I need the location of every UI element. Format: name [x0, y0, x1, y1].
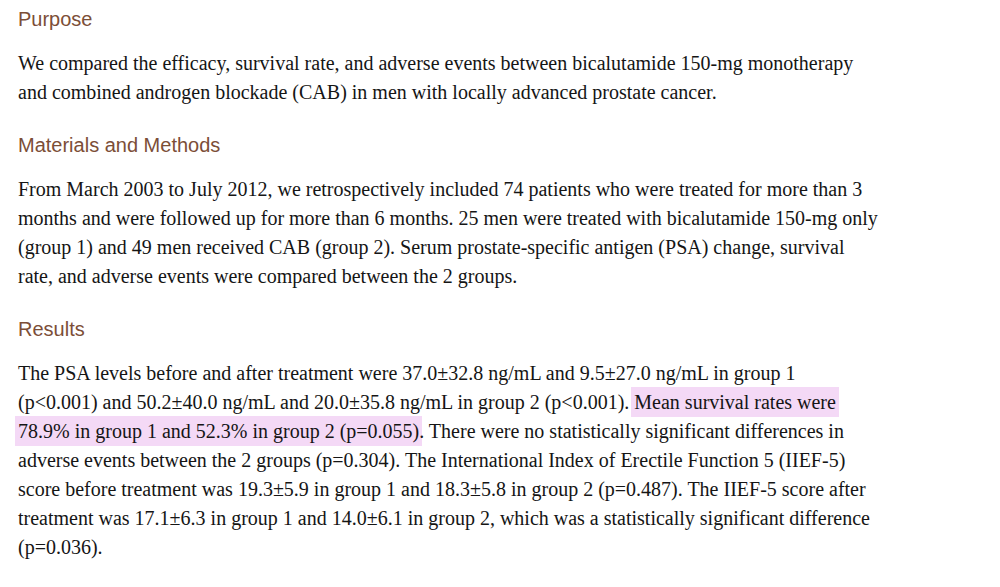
- section-materials-and-methods: Materials and Methods From March 2003 to…: [18, 134, 980, 291]
- text-line: From March 2003 to July 2012, we retrosp…: [18, 175, 980, 204]
- highlighted-text: Mean survival rates were: [631, 387, 839, 417]
- text-line: and combined androgen blockade (CAB) in …: [18, 78, 980, 107]
- text-segment: (p=0.036).: [18, 536, 103, 558]
- results-paragraph: The PSA levels before and after treatmen…: [18, 359, 980, 562]
- section-purpose: Purpose We compared the efficacy, surviv…: [18, 8, 980, 107]
- text-line: The PSA levels before and after treatmen…: [18, 359, 980, 388]
- text-line: adverse events between the 2 groups (p=0…: [18, 446, 980, 475]
- section-heading-results: Results: [18, 318, 980, 341]
- text-segment: (group 1) and 49 men received CAB (group…: [18, 236, 844, 258]
- text-line: months and were followed up for more tha…: [18, 204, 980, 233]
- text-line: rate, and adverse events were compared b…: [18, 262, 980, 291]
- text-line: We compared the efficacy, survival rate,…: [18, 49, 980, 78]
- text-line: (group 1) and 49 men received CAB (group…: [18, 233, 980, 262]
- text-segment: From March 2003 to July 2012, we retrosp…: [18, 178, 862, 200]
- text-line: score before treatment was 19.3±5.9 in g…: [18, 475, 980, 504]
- abstract-document: Purpose We compared the efficacy, surviv…: [18, 8, 980, 562]
- text-segment: rate, and adverse events were compared b…: [18, 265, 517, 287]
- text-segment: months and were followed up for more tha…: [18, 207, 878, 229]
- text-segment: (p<0.001) and 50.2±40.0 ng/mL and 20.0±3…: [18, 391, 634, 413]
- text-segment: adverse events between the 2 groups (p=0…: [18, 449, 845, 471]
- text-segment: The PSA levels before and after treatmen…: [18, 362, 796, 384]
- section-results: Results The PSA levels before and after …: [18, 318, 980, 562]
- purpose-paragraph: We compared the efficacy, survival rate,…: [18, 49, 980, 107]
- section-heading-purpose: Purpose: [18, 8, 980, 31]
- text-line: (p=0.036).: [18, 533, 980, 562]
- materials-and-methods-paragraph: From March 2003 to July 2012, we retrosp…: [18, 175, 980, 291]
- text-segment: treatment was 17.1±6.3 in group 1 and 14…: [18, 507, 870, 529]
- highlighted-text: 78.9% in group 1 and 52.3% in group 2 (p…: [15, 416, 422, 446]
- text-line: (p<0.001) and 50.2±40.0 ng/mL and 20.0±3…: [18, 388, 980, 417]
- text-segment: We compared the efficacy, survival rate,…: [18, 52, 853, 74]
- text-segment: . There were no statistically significan…: [419, 420, 844, 442]
- text-line: treatment was 17.1±6.3 in group 1 and 14…: [18, 504, 980, 533]
- text-segment: and combined androgen blockade (CAB) in …: [18, 81, 717, 103]
- text-line: 78.9% in group 1 and 52.3% in group 2 (p…: [18, 417, 980, 446]
- section-heading-materials-and-methods: Materials and Methods: [18, 134, 980, 157]
- text-segment: score before treatment was 19.3±5.9 in g…: [18, 478, 866, 500]
